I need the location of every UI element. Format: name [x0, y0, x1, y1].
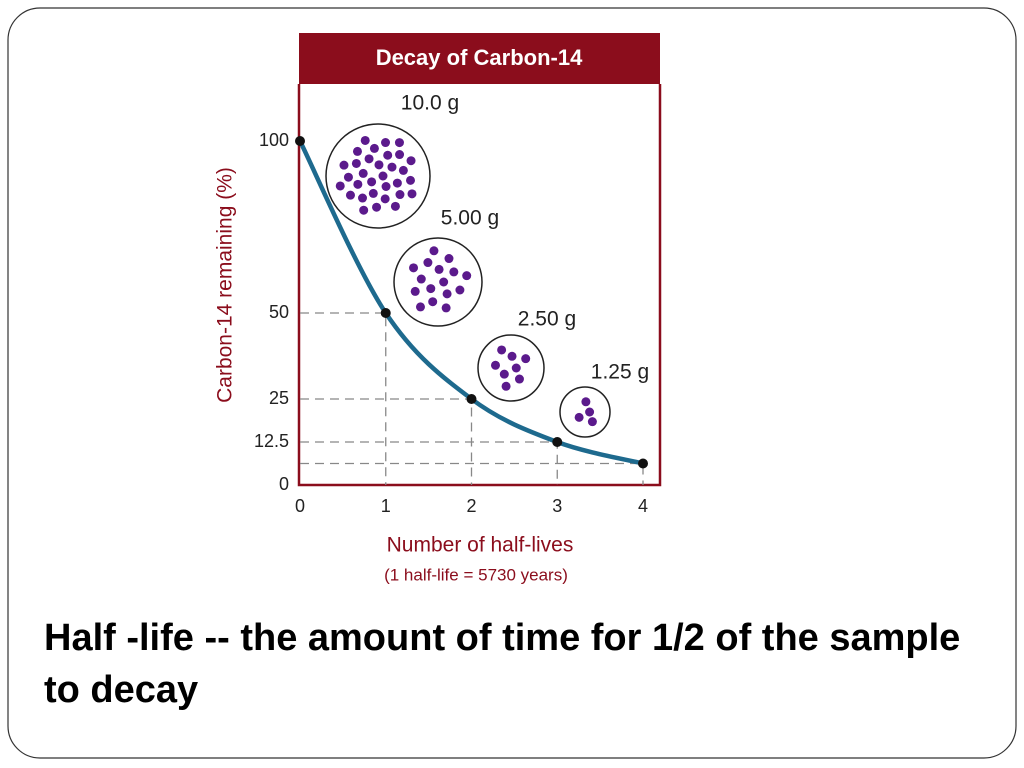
- atom: [409, 263, 419, 273]
- atom: [429, 246, 439, 256]
- atom: [587, 417, 597, 427]
- atom: [415, 302, 425, 312]
- plot: 0 12.5 25 50 100 0 1 2 3 4 10.0 g 5.00 g 2.50 g 1.25 …: [254, 92, 649, 516]
- atom: [521, 354, 531, 364]
- atom: [455, 285, 465, 295]
- atom: [392, 178, 402, 188]
- atom: [351, 158, 361, 168]
- y-tick-label: 0: [279, 474, 289, 494]
- atom: [405, 175, 415, 185]
- atom: [428, 297, 438, 307]
- title-bar: [299, 33, 660, 84]
- sample-circle: [477, 334, 545, 402]
- atom: [514, 374, 524, 384]
- decay-curve: [297, 139, 644, 466]
- atom: [335, 181, 345, 191]
- atom: [360, 135, 370, 145]
- caption: Half -life -- the amount of time for 1/2…: [44, 617, 961, 711]
- atom: [462, 271, 472, 281]
- guide-line: [300, 312, 387, 485]
- data-point: [466, 394, 477, 404]
- atom: [490, 360, 500, 370]
- atom: [407, 189, 417, 199]
- atom: [394, 138, 404, 148]
- atom: [378, 171, 388, 181]
- sample-circle: [393, 237, 483, 327]
- x-tick-label: 1: [381, 496, 391, 516]
- atom: [364, 154, 374, 164]
- annotation: 10.0 g: [401, 92, 459, 115]
- y-axis-label: Carbon-14 remaining (%): [214, 167, 237, 403]
- y-tick-label: 100: [259, 130, 289, 150]
- atom: [352, 146, 362, 156]
- atom: [574, 412, 584, 422]
- atom: [442, 289, 452, 299]
- atom: [345, 190, 355, 200]
- y-tick-label: 50: [269, 302, 289, 322]
- x-tick-label: 4: [638, 496, 648, 516]
- atom: [381, 181, 391, 191]
- atom: [369, 143, 379, 153]
- atom: [390, 201, 400, 211]
- atom: [501, 381, 511, 391]
- atom: [380, 194, 390, 204]
- atom: [507, 351, 517, 361]
- atom: [434, 264, 444, 274]
- atom: [383, 150, 393, 160]
- atom: [410, 286, 420, 296]
- sample-circle: [325, 123, 431, 229]
- sample-circle: [559, 386, 611, 438]
- annotation: 5.00 g: [441, 207, 499, 230]
- chart-title: Decay of Carbon-14: [376, 45, 583, 70]
- atom: [381, 138, 391, 148]
- atom: [372, 202, 382, 212]
- atom: [359, 205, 369, 215]
- atom: [395, 150, 405, 160]
- atom: [387, 162, 397, 172]
- atom: [374, 160, 384, 170]
- data-point: [638, 458, 648, 469]
- atom: [585, 407, 595, 417]
- y-tick-label: 12.5: [254, 431, 289, 451]
- data-point: [380, 308, 391, 318]
- y-tick-label: 25: [269, 388, 289, 408]
- atom: [406, 156, 416, 166]
- atom: [426, 284, 436, 294]
- plot-frame: [297, 84, 662, 487]
- data-point: [552, 437, 563, 447]
- atom: [339, 160, 349, 170]
- atom: [416, 274, 426, 284]
- x-axis-label: Number of half-lives: [387, 534, 574, 557]
- annotation: 2.50 g: [518, 308, 576, 331]
- atom: [368, 188, 378, 198]
- atom: [581, 397, 591, 407]
- atom: [353, 179, 363, 189]
- atom: [395, 190, 405, 200]
- atom: [444, 254, 454, 264]
- x-tick-label: 0: [295, 496, 305, 516]
- atom: [358, 193, 368, 203]
- atom: [499, 369, 509, 379]
- atom: [423, 258, 433, 268]
- atom: [441, 303, 451, 313]
- x-tick-label: 3: [552, 496, 562, 516]
- atom: [367, 177, 377, 187]
- x-axis-note: (1 half-life = 5730 years): [384, 565, 568, 584]
- x-tick-label: 2: [466, 496, 476, 516]
- atom: [398, 165, 408, 175]
- atom: [449, 267, 459, 277]
- atom: [511, 363, 521, 373]
- atom: [439, 277, 449, 287]
- atom: [497, 345, 507, 355]
- atom: [343, 172, 353, 182]
- annotation: 1.25 g: [591, 361, 649, 384]
- data-point: [295, 136, 305, 146]
- atom: [358, 168, 368, 178]
